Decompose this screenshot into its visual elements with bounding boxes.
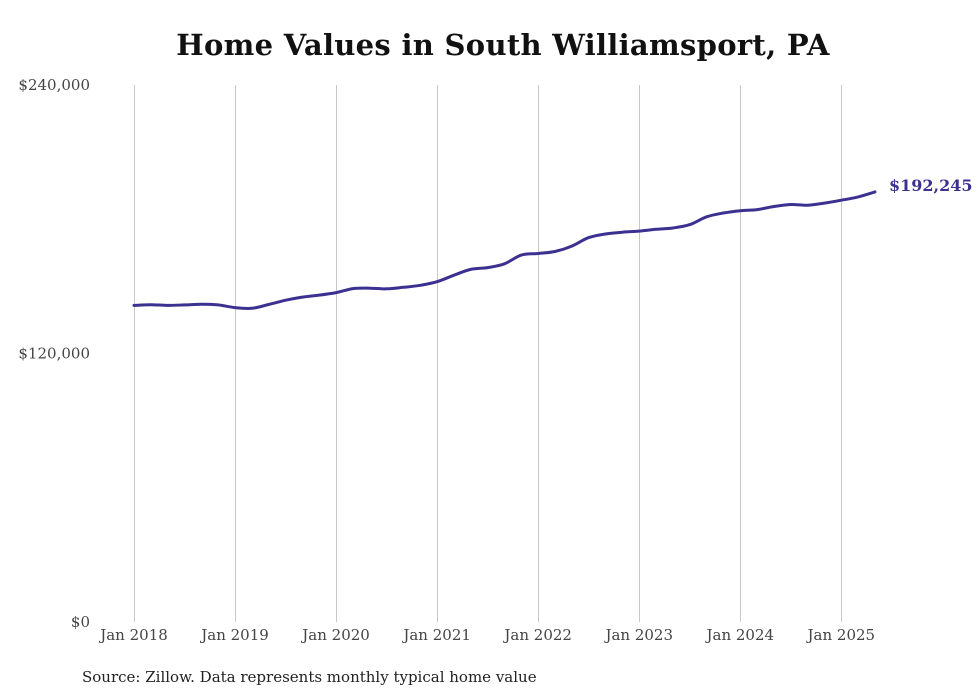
x-axis-tick-labels: Jan 2018 Jan 2019 Jan 2020 Jan 2021 Jan 2022…	[98, 626, 875, 644]
y-tick-label: $120,000	[18, 345, 90, 363]
y-axis-tick-labels: $240,000 $120,000 $0	[18, 76, 90, 631]
x-tick-label: Jan 2024	[704, 626, 774, 644]
y-tick-label: $240,000	[18, 76, 90, 94]
series-layer: $192,245	[132, 176, 973, 310]
end-value-label: $192,245	[889, 176, 973, 195]
x-tick-label: Jan 2021	[401, 626, 471, 644]
x-tick-label: Jan 2020	[300, 626, 370, 644]
vertical-gridlines	[134, 85, 842, 622]
series-line	[132, 190, 877, 310]
x-tick-label: Jan 2019	[199, 626, 269, 644]
y-tick-label: $0	[71, 613, 90, 631]
chart-title: Home Values in South Williamsport, PA	[176, 28, 830, 62]
x-tick-label: Jan 2025	[806, 626, 876, 644]
x-tick-label: Jan 2022	[502, 626, 572, 644]
source-note: Source: Zillow. Data represents monthly …	[82, 668, 537, 686]
x-tick-label: Jan 2023	[603, 626, 673, 644]
x-tick-label: Jan 2018	[98, 626, 168, 644]
